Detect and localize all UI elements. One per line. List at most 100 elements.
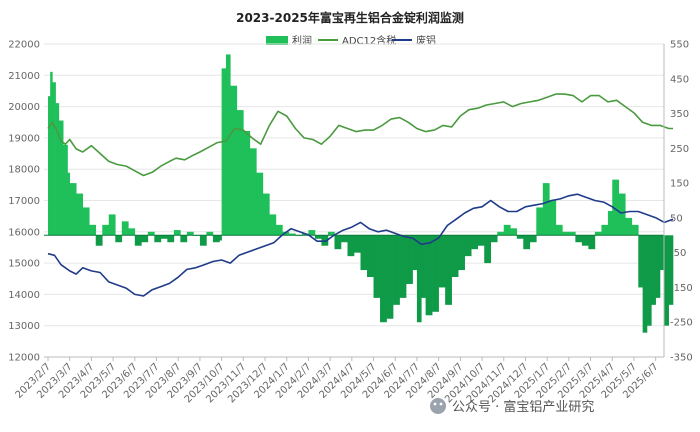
profit-bar xyxy=(327,231,335,236)
profit-bar xyxy=(147,231,155,236)
profit-bar xyxy=(180,235,188,243)
right-axis-tick-label: -50 xyxy=(670,248,686,259)
right-axis-tick-label: 350 xyxy=(670,109,689,120)
right-axis-tick-label: 250 xyxy=(670,144,689,155)
chart-gridlines xyxy=(44,43,664,358)
profit-bar xyxy=(625,217,633,236)
left-axis-tick-label: 20000 xyxy=(8,102,40,113)
profit-bar xyxy=(256,172,264,236)
left-axis-tick-label: 12000 xyxy=(8,353,40,364)
watermark-text: 公众号 · 富宝铝产业研究 xyxy=(452,399,594,415)
profit-bar xyxy=(503,224,511,236)
left-axis-tick-label: 22000 xyxy=(8,40,40,51)
right-axis-tick-label: 150 xyxy=(670,179,689,190)
profit-bar xyxy=(612,179,620,236)
profit-bar xyxy=(668,235,674,305)
profit-bar xyxy=(63,144,68,236)
profit-bar xyxy=(173,230,181,236)
profit-bar xyxy=(167,235,175,243)
profit-bar xyxy=(48,96,51,236)
profit-bar xyxy=(421,235,426,298)
watermark: 公众号 · 富宝铝产业研究 xyxy=(430,398,594,415)
profit-bar xyxy=(243,130,251,236)
profit-bar xyxy=(484,235,492,264)
right-axis-tick-label: -150 xyxy=(670,283,693,294)
profit-bar xyxy=(601,224,609,236)
right-axis-tick-label: 450 xyxy=(670,74,689,85)
profit-bar xyxy=(102,224,110,236)
profit-bar xyxy=(282,231,290,236)
profit-bar xyxy=(542,183,550,236)
profit-bar xyxy=(432,235,439,312)
profit-bar xyxy=(562,231,570,236)
profit-bar xyxy=(399,235,407,298)
profit-bar xyxy=(477,235,485,246)
profit-bar xyxy=(642,235,648,333)
profit-bar xyxy=(406,235,413,284)
left-axis-tick-label: 17000 xyxy=(8,196,40,207)
profit-bar xyxy=(380,235,387,323)
profit-bar xyxy=(360,235,368,271)
profit-bar xyxy=(549,200,557,236)
profit-bar xyxy=(373,235,381,298)
profit-bar xyxy=(510,228,518,236)
right-axis-tick-label: -350 xyxy=(670,353,693,364)
profit-bar xyxy=(76,193,84,236)
profit-bar xyxy=(52,82,56,236)
profit-bar xyxy=(594,231,602,236)
profit-bar xyxy=(212,235,220,243)
profit-bar xyxy=(646,235,652,326)
profit-bar xyxy=(523,235,531,250)
profit-bar xyxy=(262,193,270,236)
profit-bar xyxy=(249,148,257,236)
legend-label-profit: 利润 xyxy=(292,34,312,47)
legend-label-adc12: ADC12含税 xyxy=(342,34,396,47)
profit-bar xyxy=(568,231,576,236)
profit-bar xyxy=(664,235,669,326)
line-series xyxy=(47,93,674,297)
profit-bar xyxy=(581,235,589,246)
profit-bar xyxy=(458,235,465,271)
profit-bar xyxy=(347,235,355,257)
profit-bar xyxy=(438,235,446,288)
profit-bar xyxy=(314,235,322,239)
profit-bar xyxy=(575,235,583,243)
profit-bar xyxy=(497,231,505,236)
wechat-icon xyxy=(430,398,446,414)
profit-bar xyxy=(445,235,452,305)
left-axis-tick-label: 13000 xyxy=(8,321,40,332)
chart-title: 2023-2025年富宝再生铝合金锭利润监测 xyxy=(236,10,464,25)
profit-bar xyxy=(219,235,222,241)
profit-bar xyxy=(607,210,613,236)
profit-bar xyxy=(367,235,374,278)
profit-bar xyxy=(660,235,665,271)
left-axis: 12000 13000 14000 15000 16000 17000 18000 19000… xyxy=(8,40,40,364)
profit-bar xyxy=(490,235,498,243)
profit-bar xyxy=(618,193,626,236)
profit-bar xyxy=(95,235,103,246)
left-axis-tick-label: 16000 xyxy=(8,227,40,238)
profit-bar xyxy=(221,68,227,236)
profit-bar xyxy=(655,235,661,298)
profit-bar xyxy=(55,103,60,236)
profit-bar xyxy=(340,235,348,243)
profit-bar xyxy=(69,183,77,236)
profit-bar xyxy=(275,224,283,236)
left-axis-tick-label: 14000 xyxy=(8,290,40,301)
right-axis: -350 -250 -150 -50 50 150 250 350 450 550 xyxy=(663,40,693,364)
profit-bar xyxy=(471,235,479,250)
profit-bar xyxy=(464,235,472,257)
wechat-icon-eye xyxy=(439,402,443,406)
profit-bar xyxy=(50,71,53,236)
profit-bar xyxy=(230,85,238,236)
profit-bar xyxy=(412,235,418,271)
x-axis: 2023/2/72023/3/72023/4/72023/5/72023/6/7… xyxy=(14,356,664,405)
profit-bar xyxy=(154,235,162,243)
profit-bar xyxy=(555,224,563,236)
profit-bar xyxy=(186,231,194,236)
adc12-line xyxy=(47,93,673,177)
profit-bar xyxy=(631,224,639,236)
profit-bar xyxy=(236,110,244,236)
profit-bar xyxy=(334,235,342,250)
